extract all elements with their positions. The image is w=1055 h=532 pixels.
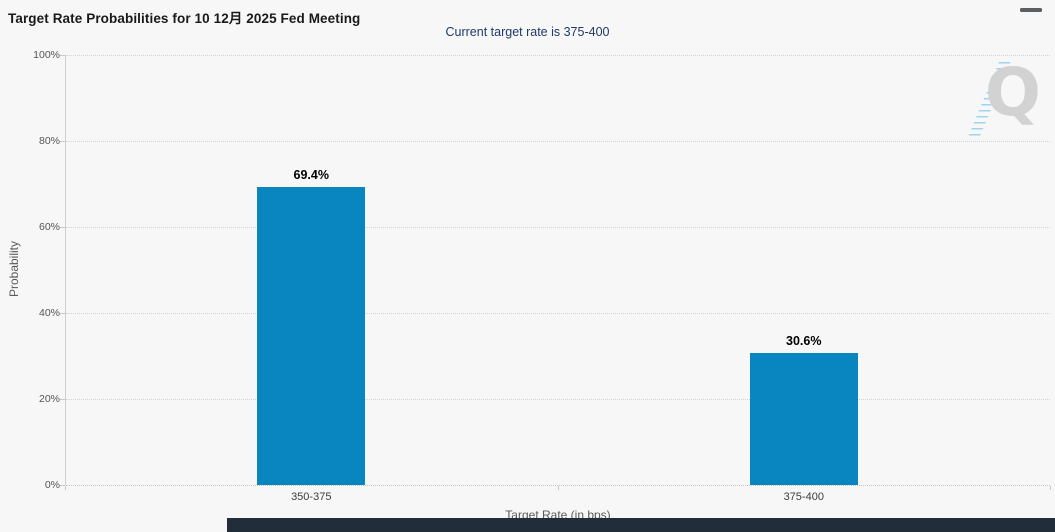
y-axis-tick: [60, 485, 65, 486]
gridline-80%: [66, 141, 1050, 142]
x-category-label: 350-375: [291, 491, 332, 503]
bar-375-400[interactable]: [749, 353, 858, 485]
y-axis-tick: [60, 141, 65, 142]
chart-context-menu-button[interactable]: [1020, 8, 1042, 26]
x-category-label: 375-400: [783, 491, 824, 503]
y-tick-label: 0%: [44, 479, 60, 491]
bar-value-label: 30.6%: [786, 334, 822, 349]
gridline-0%: [66, 485, 1050, 486]
page-footer-strip: [227, 518, 1055, 532]
y-tick-label: 40%: [38, 307, 60, 319]
x-axis-tick: [557, 486, 559, 490]
gridline-20%: [66, 399, 1050, 400]
gridline-60%: [66, 227, 1050, 228]
y-tick-label: 20%: [38, 393, 60, 405]
chart-subtitle: Current target rate is 375-400: [445, 25, 610, 39]
chart-title: Target Rate Probabilities for 10 12月 202…: [8, 11, 361, 26]
quikstrike-watermark: Q: [963, 58, 1047, 142]
y-axis-tick: [60, 227, 65, 228]
y-axis-tick: [60, 399, 65, 400]
gridline-100%: [66, 55, 1050, 56]
y-tick-label: 60%: [38, 221, 60, 233]
y-tick-label: 100%: [33, 49, 60, 61]
y-axis-line: [65, 55, 66, 485]
y-axis-tick: [60, 55, 65, 56]
x-axis-tick: [65, 486, 66, 490]
bar-value-label: 69.4%: [293, 167, 329, 182]
y-axis-tick: [60, 313, 65, 314]
watermark-q-letter: Q: [984, 54, 1041, 131]
y-tick-label: 80%: [38, 135, 60, 147]
gridline-40%: [66, 313, 1050, 314]
y-axis-title: Probability: [7, 240, 21, 298]
bar-350-375[interactable]: [257, 186, 366, 485]
x-axis-tick: [1050, 486, 1051, 490]
